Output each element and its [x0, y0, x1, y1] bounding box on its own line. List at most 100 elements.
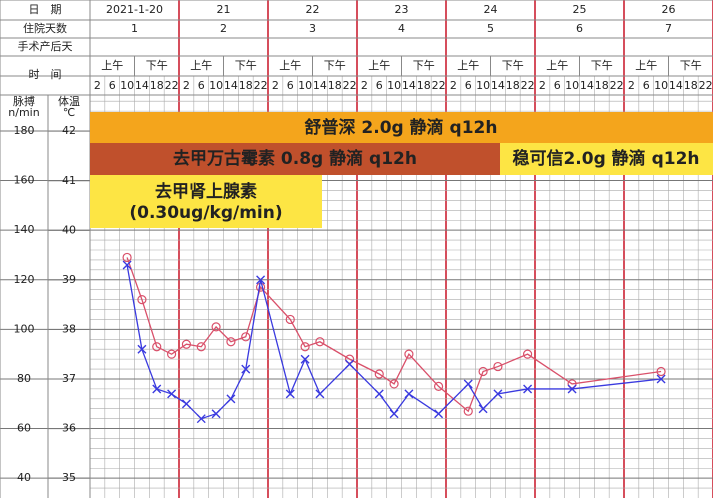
pulse-point [152, 342, 162, 352]
date: 22 [306, 3, 320, 16]
temperature-point [122, 260, 132, 270]
time-label: 6 [554, 79, 561, 92]
temperature-point [434, 409, 444, 419]
time-label: 22 [254, 79, 268, 92]
time-label: 2 [94, 79, 101, 92]
pulse-point [166, 349, 177, 359]
annotation: 去甲万古霉素 0.8g 静滴 q12h [173, 148, 417, 169]
temperature-point [463, 379, 473, 389]
date: 24 [484, 3, 498, 16]
pulse-point [478, 366, 488, 377]
time-label: 18 [417, 79, 431, 92]
pm-label: 下午 [146, 59, 168, 72]
am-label: 上午 [368, 59, 390, 72]
y-tick-label: 80 [17, 372, 31, 385]
temperature-point [300, 354, 310, 364]
stay-day: 7 [665, 22, 672, 35]
temperature-point [478, 404, 488, 414]
pulse-point [433, 381, 444, 391]
time-label: 2 [361, 79, 368, 92]
pulse-point [493, 361, 503, 372]
pulse-point [404, 349, 414, 359]
y2-tick-label: 39 [62, 273, 76, 286]
time-label: 14 [313, 79, 327, 92]
axis-unit: ℃ [63, 106, 75, 119]
pulse-point [181, 339, 192, 349]
pulse-point [241, 332, 251, 342]
time-label: 14 [224, 79, 238, 92]
y2-tick-label: 36 [62, 422, 76, 435]
annotation: 稳可信2.0g 静滴 q12h [512, 148, 699, 169]
stay-day: 5 [487, 22, 494, 35]
y2-tick-label: 42 [62, 124, 76, 137]
time-label: 6 [198, 79, 205, 92]
y-tick-label: 40 [17, 471, 31, 484]
pulse-point [137, 295, 147, 305]
date: 25 [573, 3, 587, 16]
time-label: 22 [343, 79, 357, 92]
am-label: 上午 [190, 59, 212, 72]
time-label: 18 [506, 79, 520, 92]
time-label: 18 [595, 79, 609, 92]
time-label: 10 [476, 79, 490, 92]
time-label: 14 [491, 79, 505, 92]
pulse-point [389, 379, 399, 389]
am-label: 上午 [457, 59, 479, 72]
time-label: 14 [580, 79, 594, 92]
row-label: 手术产后天 [18, 39, 73, 53]
pm-label: 下午 [502, 59, 524, 72]
time-label: 18 [684, 79, 698, 92]
series-line [126, 257, 662, 413]
axis-label: 体温 [58, 94, 80, 108]
y2-tick-label: 40 [62, 223, 76, 236]
time-label: 6 [109, 79, 116, 92]
temperature-point [656, 374, 666, 384]
stay-day: 2 [220, 22, 227, 35]
pulse-point [122, 252, 132, 263]
time-label: 6 [643, 79, 650, 92]
time-label: 2 [272, 79, 279, 92]
date: 2021-1-20 [106, 3, 163, 16]
time-label: 22 [432, 79, 446, 92]
row-label: 住院天数 [23, 21, 67, 35]
time-label: 10 [209, 79, 223, 92]
y2-tick-label: 37 [62, 372, 76, 385]
y-tick-label: 180 [14, 124, 35, 137]
time-label: 18 [150, 79, 164, 92]
temperature-point [152, 384, 162, 394]
y2-tick-label: 35 [62, 471, 76, 484]
y-tick-label: 160 [14, 174, 35, 187]
temperature-point [285, 389, 295, 399]
pulse-point [522, 349, 533, 359]
pm-label: 下午 [324, 59, 346, 72]
pm-label: 下午 [235, 59, 257, 72]
axis-label: 脉搏 [13, 94, 35, 108]
date: 26 [662, 3, 676, 16]
stay-day: 3 [309, 22, 316, 35]
pulse-point [315, 337, 325, 347]
y-tick-label: 120 [14, 273, 35, 286]
time-label: 14 [135, 79, 149, 92]
am-label: 上午 [546, 59, 568, 72]
date: 23 [395, 3, 409, 16]
time-label: 2 [183, 79, 190, 92]
temperature-point [493, 389, 503, 399]
annotation: 去甲肾上腺素 [155, 181, 257, 202]
pulse-point [656, 366, 666, 377]
time-label: 6 [287, 79, 294, 92]
pm-label: 下午 [413, 59, 435, 72]
time-label: 6 [465, 79, 472, 92]
temperature-point [167, 389, 177, 399]
temperature-point [241, 364, 251, 374]
pulse-point [344, 354, 355, 364]
time-label: 2 [539, 79, 546, 92]
pm-label: 下午 [680, 59, 702, 72]
time-label: 10 [120, 79, 134, 92]
y-tick-label: 100 [14, 322, 35, 335]
pulse-point [285, 314, 295, 325]
pulse-point [300, 342, 310, 352]
annotation: 舒普深 2.0g 静滴 q12h [305, 117, 498, 138]
